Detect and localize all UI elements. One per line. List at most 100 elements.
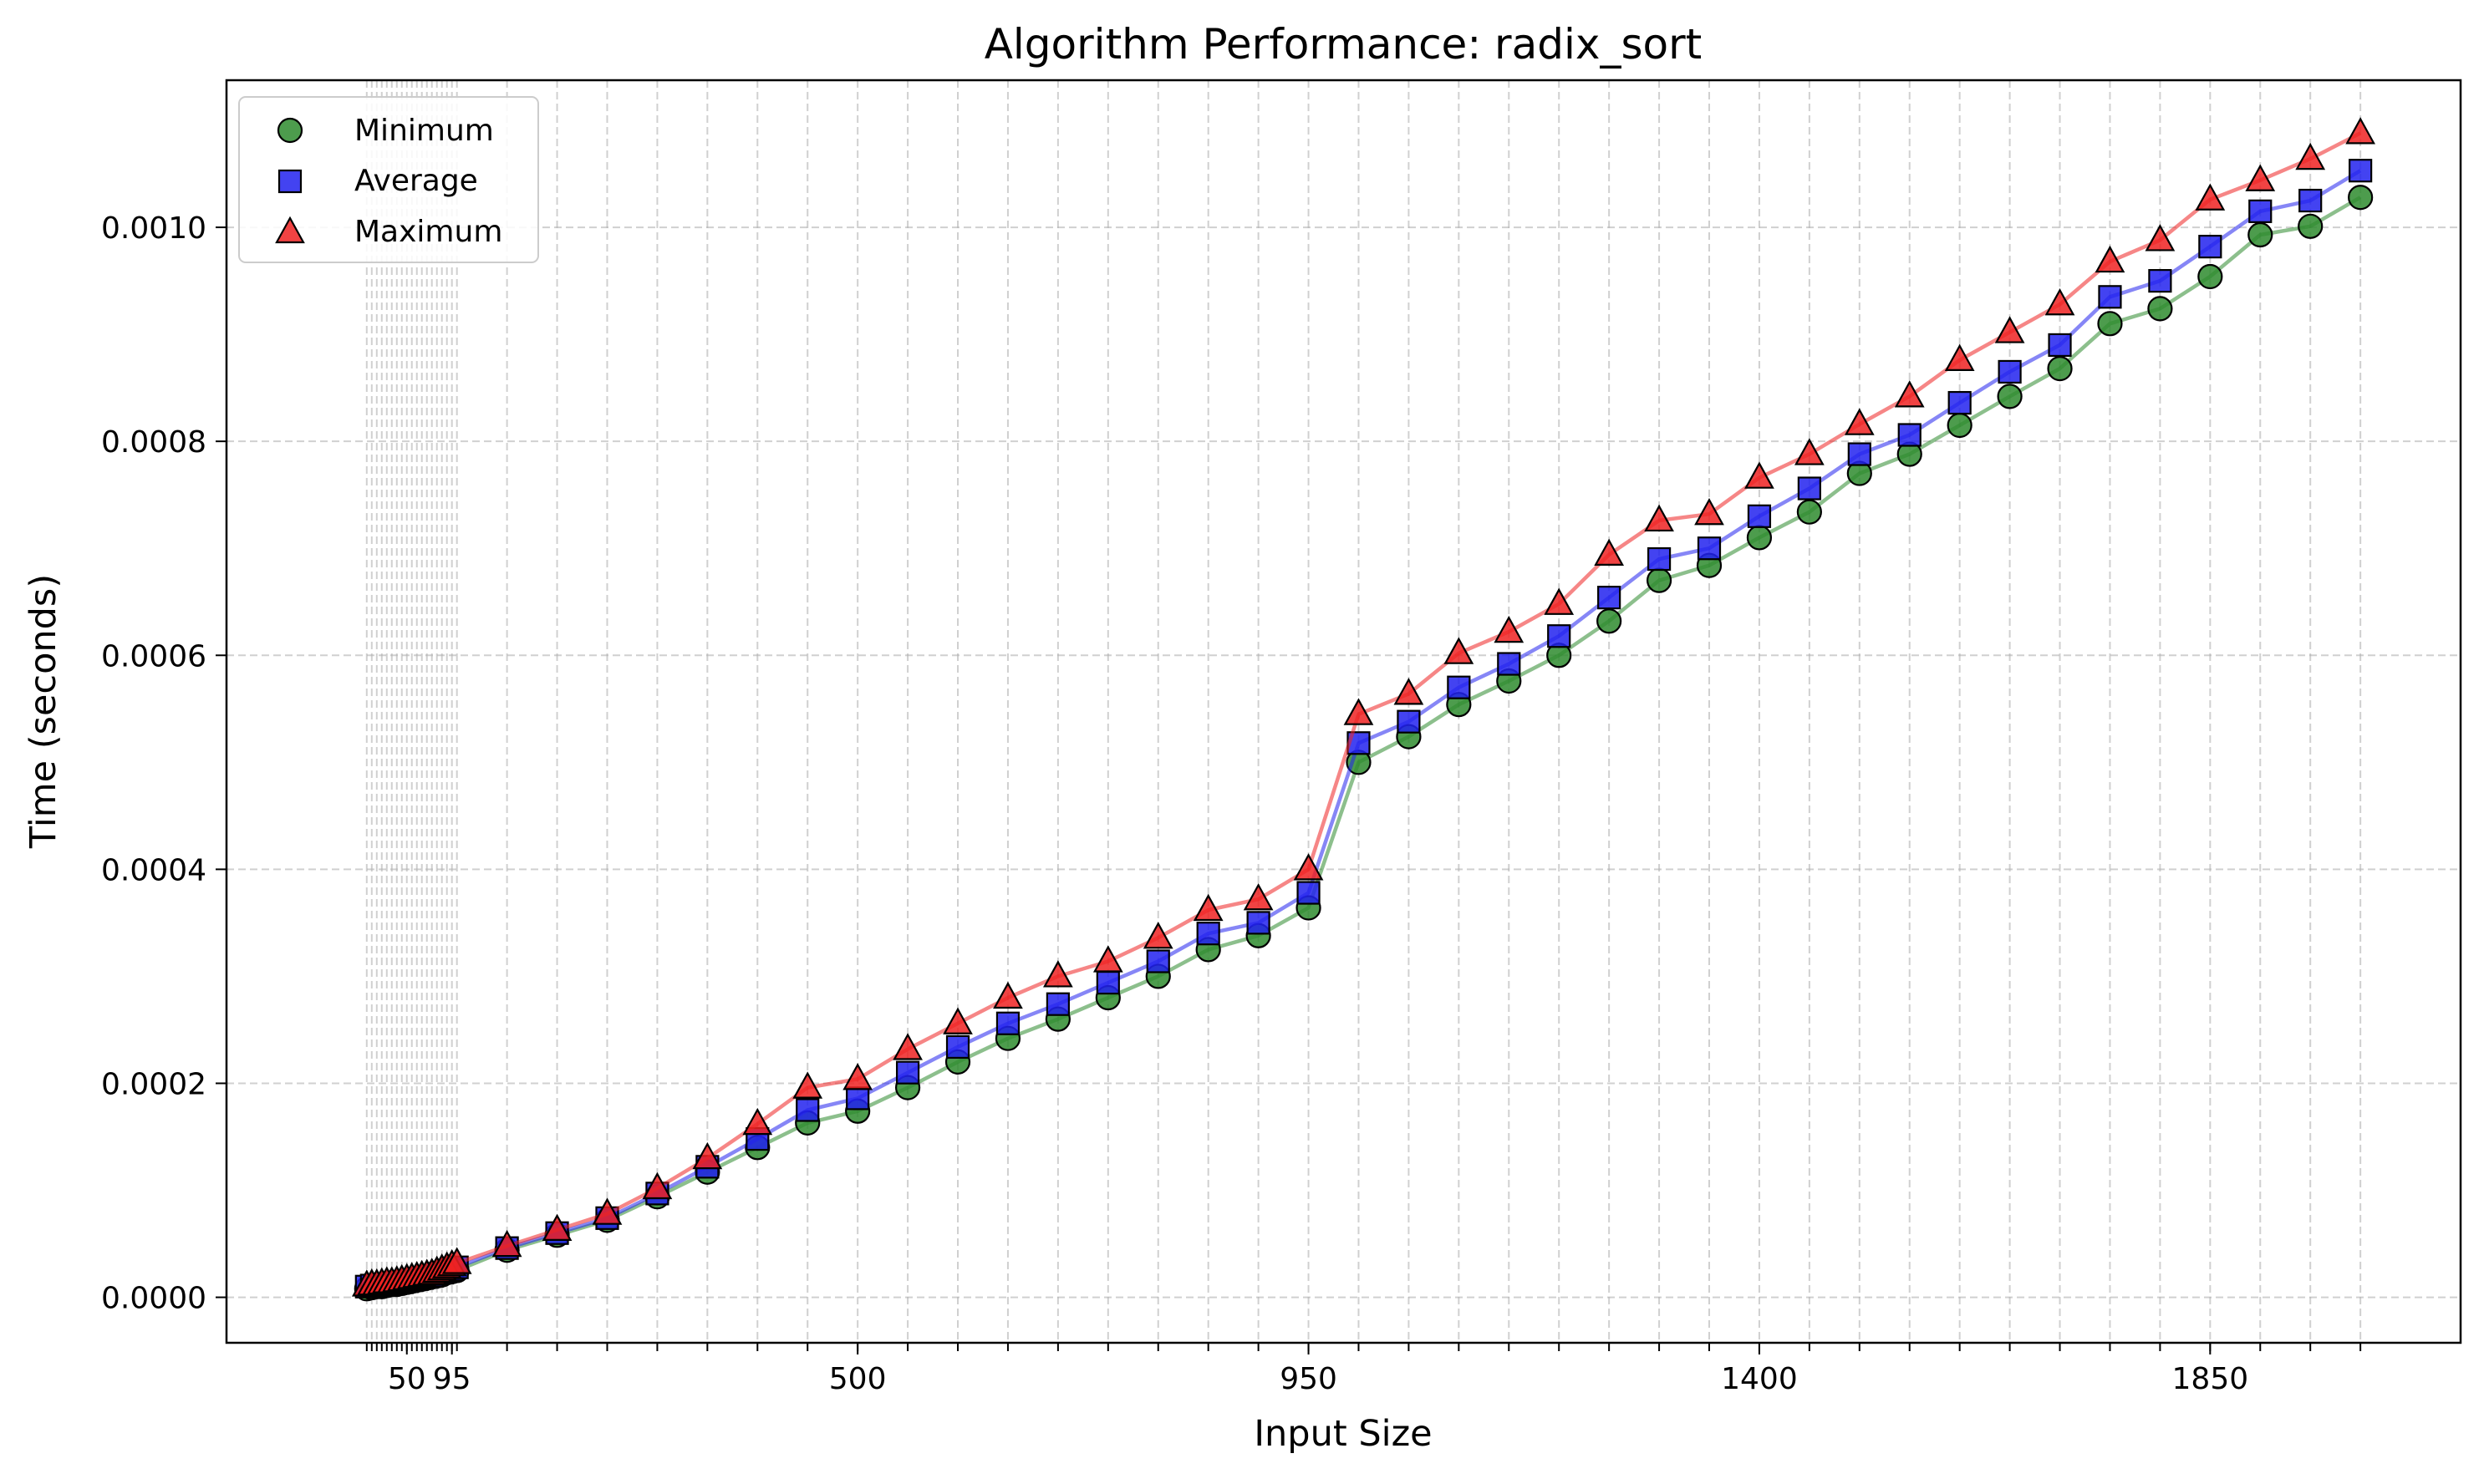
y-tick-label: 0.0006 [101,639,206,673]
data-point-average [796,1098,820,1122]
data-point-minimum [2097,311,2123,337]
data-point-maximum [1243,882,1274,911]
y-tick-label: 0.0010 [101,211,206,246]
data-point-average [846,1086,870,1110]
data-point-minimum [2298,213,2324,239]
data-point-maximum [1794,438,1825,465]
data-point-average [2198,235,2222,259]
data-point-average [1397,709,1421,734]
data-point-minimum [1997,384,2023,409]
data-point-average [1296,881,1321,905]
data-point-maximum [1594,538,1625,567]
data-point-average [1747,504,1772,528]
x-tick-label: 1400 [1721,1362,1798,1396]
data-point-maximum [1143,922,1173,949]
chart-title: Algorithm Performance: radix_sort [985,20,1703,69]
data-point-maximum [1494,615,1525,643]
data-point-minimum [1746,525,1773,551]
data-point-minimum [1796,499,1822,525]
data-point-maximum [1944,343,1975,371]
data-point-maximum [692,1141,723,1170]
data-point-minimum [2147,296,2173,322]
series-layer [351,117,2375,1302]
y-tick-label: 0.0002 [101,1067,206,1101]
data-point-maximum [1694,497,1724,526]
x-tick-label: 95 [433,1362,471,1396]
y-tick-label: 0.0004 [101,853,206,887]
data-point-average [2349,159,2373,183]
data-point-average [1146,949,1170,973]
legend: Minimum Average Maximum [238,96,539,263]
x-tick-label: 950 [1280,1362,1337,1396]
plot-frame [225,79,2462,1344]
data-point-average [895,1060,920,1085]
data-point-maximum [1193,893,1224,922]
x-tick-label: 50 [388,1362,426,1396]
data-point-average [1196,922,1220,946]
data-point-maximum [1293,853,1324,881]
data-point-maximum [642,1171,673,1200]
data-point-maximum [1092,945,1123,973]
data-point-maximum [1343,698,1374,725]
data-point-average [1797,476,1821,501]
data-point-average [1547,624,1571,648]
data-point-average [2048,333,2072,358]
x-tick-label: 500 [829,1362,887,1396]
data-point-average [2248,199,2273,223]
data-point-average [2298,188,2323,213]
data-point-maximum [1844,408,1875,435]
data-point-average [945,1034,970,1060]
y-tick-label: 0.0008 [101,425,206,460]
data-point-minimum [2348,185,2374,211]
data-point-maximum [1894,380,1925,408]
y-tick-label: 0.0000 [101,1282,206,1316]
data-point-maximum [2195,183,2226,211]
data-point-average [1998,359,2022,384]
data-point-maximum [2145,224,2176,252]
data-point-maximum [1644,504,1674,532]
data-point-maximum [1544,587,1575,615]
data-point-minimum [1596,608,1622,634]
data-point-average [1246,911,1270,935]
data-point-maximum [2095,245,2125,273]
legend-marker-maximum [275,216,305,244]
legend-label-minimum: Minimum [354,114,494,148]
data-point-average [2098,285,2122,309]
data-point-average [1647,546,1672,572]
data-point-average [2148,268,2172,293]
legend-label-average: Average [354,164,478,198]
data-point-maximum [1443,637,1474,664]
data-point-average [1897,423,1922,447]
data-point-maximum [792,1071,823,1099]
data-point-maximum [742,1107,773,1136]
y-axis-label: Time (seconds) [23,574,64,849]
grid-layer [227,80,2461,1343]
data-point-average [1847,442,1871,466]
data-point-minimum [2197,263,2223,290]
data-point-maximum [542,1213,573,1242]
data-point-minimum [1947,412,1972,439]
data-point-average [1497,652,1521,676]
x-axis-label: Input Size [1254,1413,1432,1455]
data-point-maximum [842,1063,873,1090]
legend-marker-average [277,169,303,194]
data-point-minimum [1646,567,1672,593]
legend-box [238,96,539,263]
data-point-maximum [2345,117,2375,145]
x-tick-label: 1850 [2172,1362,2249,1396]
data-point-maximum [592,1197,623,1225]
data-point-maximum [893,1033,923,1060]
data-point-maximum [491,1229,522,1258]
data-point-maximum [2295,142,2326,170]
data-point-average [1447,675,1471,699]
data-point-maximum [2245,164,2276,191]
data-point-maximum [1994,316,2025,343]
data-point-maximum [441,1247,472,1274]
data-point-maximum [2044,287,2075,316]
data-point-minimum [2247,221,2273,248]
data-point-average [1697,536,1722,561]
data-point-average [995,1011,1021,1035]
data-point-maximum [1393,678,1424,705]
